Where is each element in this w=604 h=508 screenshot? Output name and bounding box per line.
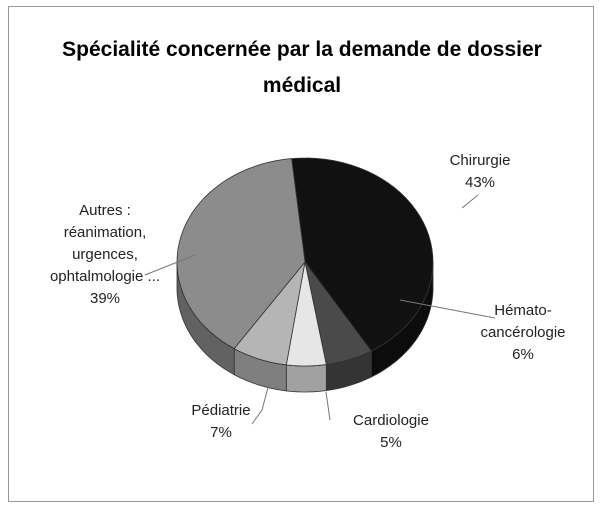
slice-label: Pédiatrie 7% (176, 400, 266, 444)
leader-line (325, 391, 331, 421)
value-label: 5% (380, 434, 402, 451)
leader-line (251, 379, 271, 425)
value-label: 6% (512, 346, 534, 363)
pie-slice (176, 158, 306, 350)
slice-label: Chirurgie 43% (440, 150, 520, 194)
chart-title: Spécialité concernée par la demande de d… (62, 38, 542, 97)
category-name: Cardiologie (353, 412, 429, 429)
category-name: Autres : réanimation, urgences, ophtalmo… (49, 202, 161, 285)
category-name: Chirurgie (449, 152, 511, 169)
pie-slice-side (285, 364, 327, 393)
leader-line (461, 194, 479, 209)
slice-label: Hémato-cancérologie 6% (468, 300, 578, 366)
value-label: 43% (464, 174, 496, 191)
pie-slice (285, 261, 327, 367)
pie-slice (233, 260, 306, 366)
chart-frame (8, 6, 594, 502)
slice-label: Cardiologie 5% (336, 410, 446, 454)
category-name: Pédiatrie (191, 402, 251, 419)
leader-line (399, 299, 496, 319)
category-name: Hémato-cancérologie (480, 302, 566, 341)
pie-slice (304, 261, 372, 365)
pie-slice (291, 157, 434, 352)
value-label: 7% (210, 424, 232, 441)
value-label: 39% (89, 290, 121, 307)
slice-label: Autres : réanimation, urgences, ophtalmo… (40, 200, 170, 310)
leader-line (144, 254, 196, 276)
